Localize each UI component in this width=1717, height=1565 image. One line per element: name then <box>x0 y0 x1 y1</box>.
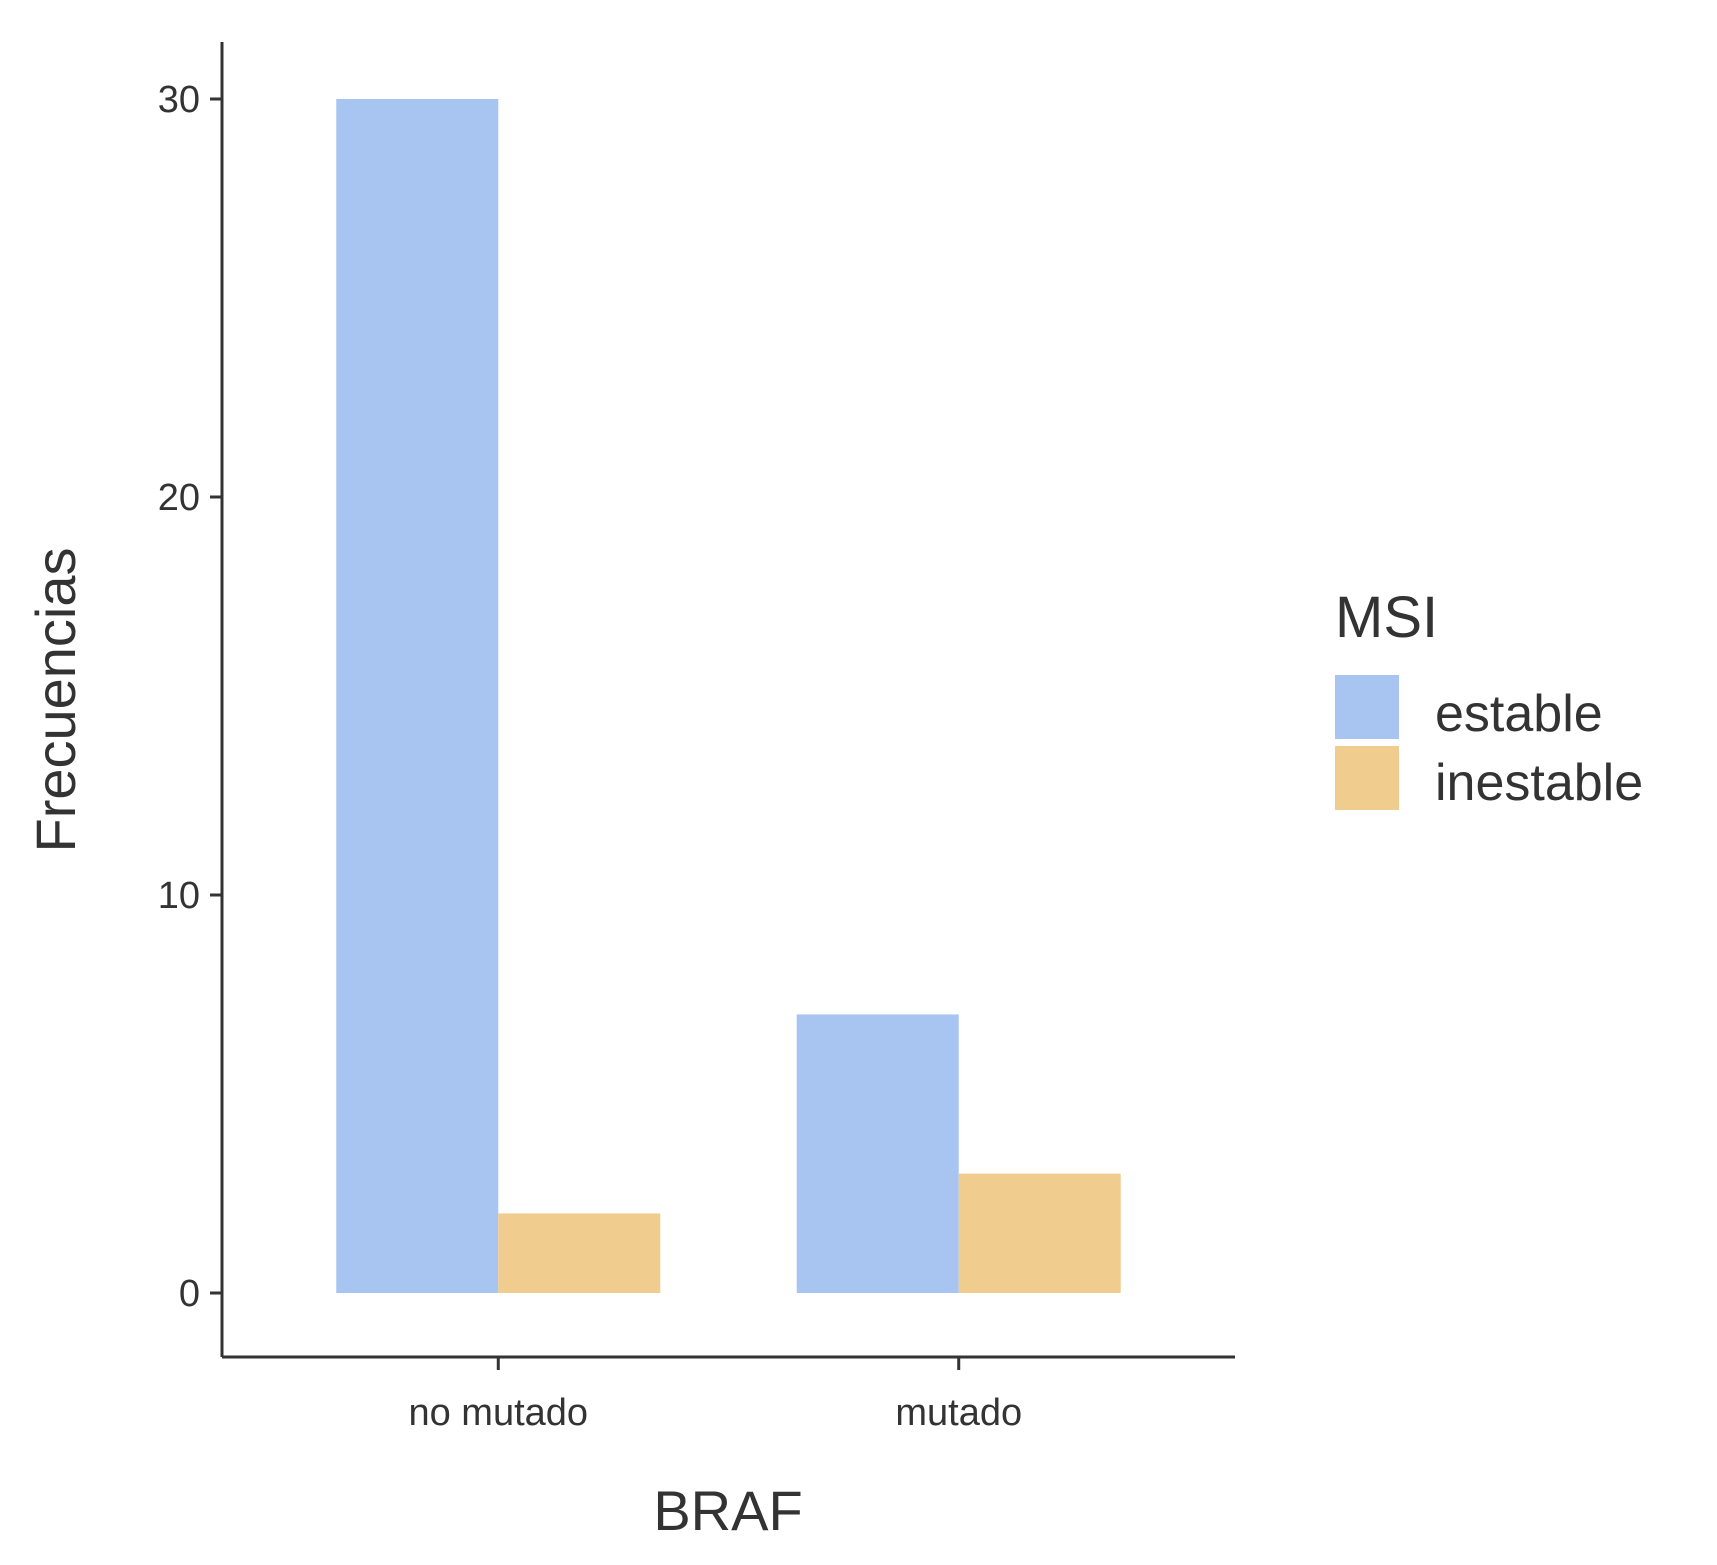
y-tick-label: 10 <box>158 875 200 917</box>
y-axis-title: Frecuencias <box>24 547 87 852</box>
y-tick-label: 30 <box>158 79 200 121</box>
bar-estable <box>336 99 499 1293</box>
bar-inestable <box>498 1213 661 1293</box>
legend-swatch-estable <box>1335 675 1399 739</box>
legend-swatch-inestable <box>1335 746 1399 810</box>
bar-estable <box>796 1014 959 1293</box>
y-tick-label: 20 <box>158 477 200 519</box>
x-tick-label: mutado <box>895 1392 1022 1434</box>
y-tick-label: 0 <box>179 1273 200 1315</box>
legend-label-estable: estable <box>1435 685 1603 743</box>
bars-group <box>336 99 1121 1293</box>
bar-inestable <box>958 1173 1121 1293</box>
x-axis-title: BRAF <box>653 1479 802 1542</box>
legend-label-inestable: inestable <box>1435 754 1643 812</box>
x-ticks-group: no mutado mutado <box>408 1357 1022 1434</box>
legend: MSI estable inestable <box>1335 585 1643 812</box>
y-ticks-group: 0 10 20 30 <box>158 79 222 1315</box>
x-tick-label: no mutado <box>408 1392 588 1434</box>
legend-title: MSI <box>1335 585 1438 650</box>
